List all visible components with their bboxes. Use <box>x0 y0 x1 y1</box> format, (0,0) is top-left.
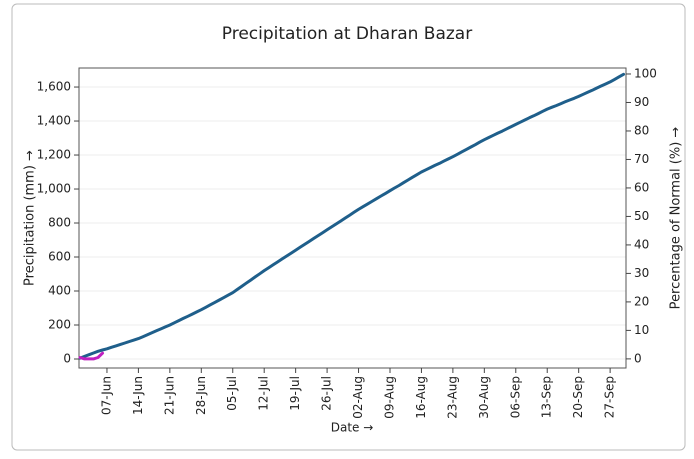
y-tick-label: 1,000 <box>37 182 71 196</box>
x-tick-label: 07-Jun <box>99 376 113 415</box>
y-tick-label: 600 <box>48 250 71 264</box>
data-line <box>78 72 626 360</box>
y2-tick-label: 70 <box>634 152 649 166</box>
data-line <box>78 351 104 361</box>
x-tick-label: 06-Sep <box>508 376 522 418</box>
y2-tick-label: 30 <box>634 266 649 280</box>
y2-tick-label: 40 <box>634 237 649 251</box>
x-tick-label: 27-Sep <box>603 376 617 418</box>
y-axis-title: Precipitation (mm) → <box>23 150 38 286</box>
x-tick-label: 05-Jul <box>225 376 239 411</box>
x-tick-label: 14-Jun <box>131 376 145 415</box>
x-axis-title: Date → <box>331 421 374 435</box>
y-tick-label: 800 <box>48 216 71 230</box>
y2-axis-title: Percentage of Normal (%) → <box>669 127 684 310</box>
y2-tick-label: 100 <box>634 66 657 80</box>
y-tick-label: 1,600 <box>37 80 71 94</box>
x-tick-label: 28-Jun <box>194 376 208 415</box>
x-tick-label: 20-Sep <box>571 376 585 418</box>
plot-frame <box>78 67 627 369</box>
y2-tick-label: 90 <box>634 95 649 109</box>
y-tick-label: 1,200 <box>37 148 71 162</box>
chart-title: Precipitation at Dharan Bazar <box>222 24 472 44</box>
x-tick-label: 16-Aug <box>414 376 428 419</box>
y2-tick-label: 80 <box>634 123 649 137</box>
y-tick-label: 0 <box>63 351 71 365</box>
y2-tick-label: 50 <box>634 209 649 223</box>
x-tick-label: 26-Jul <box>320 376 334 411</box>
y2-tick-label: 0 <box>634 351 642 365</box>
y-tick-label: 1,400 <box>37 114 71 128</box>
x-tick-label: 21-Jun <box>162 376 176 415</box>
y2-tick-label: 10 <box>634 323 649 337</box>
x-tick-label: 13-Sep <box>540 376 554 418</box>
x-tick-label: 02-Aug <box>351 376 365 419</box>
y2-tick-label: 60 <box>634 180 649 194</box>
y-tick-label: 400 <box>48 284 71 298</box>
x-tick-label: 23-Aug <box>445 376 459 419</box>
x-tick-label: 12-Jul <box>257 376 271 411</box>
chart-border <box>11 3 686 451</box>
y2-tick-label: 20 <box>634 294 649 308</box>
y-tick-label: 200 <box>48 317 71 331</box>
x-tick-label: 09-Aug <box>382 376 396 419</box>
x-tick-label: 30-Aug <box>477 376 491 419</box>
x-tick-label: 19-Jul <box>288 376 302 411</box>
